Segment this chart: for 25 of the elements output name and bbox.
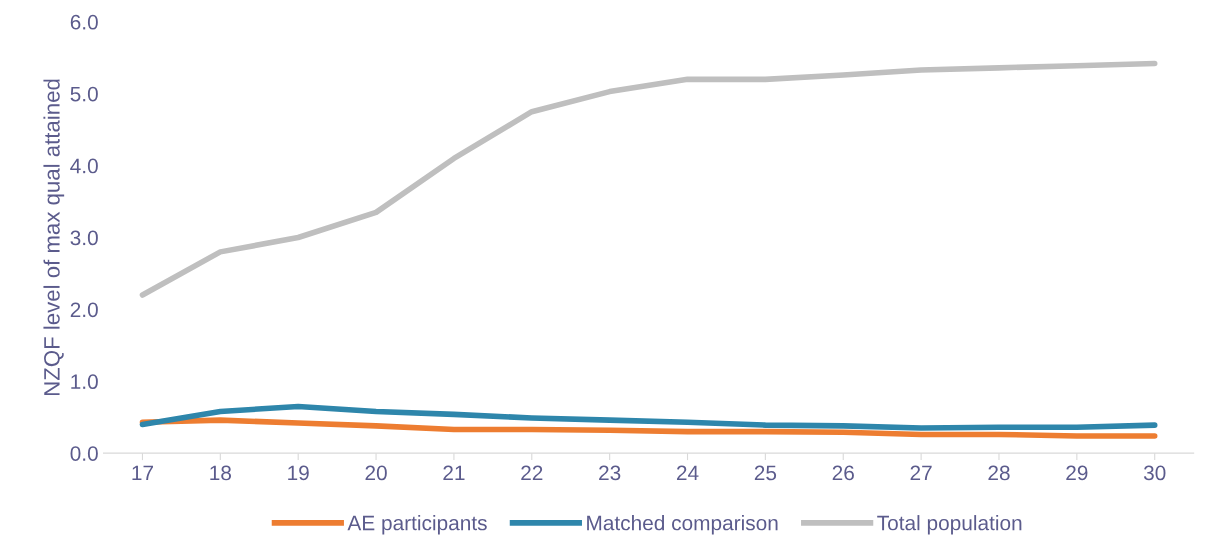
y-tick-label: 4.0 — [70, 158, 98, 174]
y-tick-label: 6.0 — [70, 14, 98, 30]
x-tick-label: 20 — [365, 465, 387, 481]
y-tick-label: 5.0 — [70, 86, 98, 102]
x-tick-label: 25 — [754, 465, 777, 481]
x-tick-label: 27 — [910, 465, 932, 481]
legend-label: Total population — [877, 515, 1022, 535]
legend-label: Matched comparison — [587, 515, 778, 535]
x-tick-label: 21 — [443, 465, 465, 481]
legend-label: AE participants — [347, 515, 487, 535]
x-tick-label: 18 — [210, 465, 232, 481]
x-tick-label: 28 — [988, 465, 1010, 481]
y-tick-label: 2.0 — [70, 302, 98, 318]
y-tick-label: 0.0 — [70, 446, 98, 461]
y-axis-title: NZQF level of max qual attained — [43, 79, 65, 396]
x-tick-label: 24 — [676, 465, 699, 481]
x-tick-label: 17 — [132, 465, 153, 481]
x-tick-label: 26 — [832, 465, 854, 481]
x-tick-label: 22 — [521, 465, 543, 481]
x-tick-label: 19 — [288, 465, 309, 481]
y-tick-label: 3.0 — [70, 230, 98, 246]
x-tick-label: 29 — [1066, 465, 1088, 481]
x-tick-label: 30 — [1143, 465, 1166, 481]
y-tick-label: 1.0 — [71, 374, 98, 390]
x-tick-label: 23 — [599, 465, 621, 481]
